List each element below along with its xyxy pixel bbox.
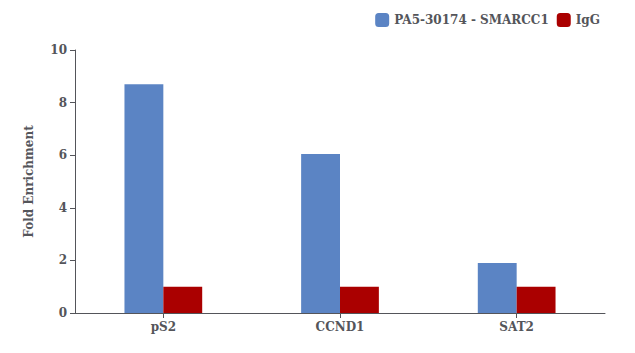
svg-text:pS2: pS2 [151, 320, 176, 334]
svg-text:SAT2: SAT2 [499, 320, 534, 334]
svg-text:2: 2 [59, 253, 67, 267]
svg-text:6: 6 [59, 148, 67, 162]
svg-text:0: 0 [59, 306, 67, 320]
svg-text:10: 10 [50, 43, 67, 57]
svg-text:Fold Enrichment: Fold Enrichment [22, 125, 36, 238]
svg-text:4: 4 [59, 201, 67, 215]
svg-text:IgG: IgG [576, 13, 600, 27]
svg-text:CCND1: CCND1 [316, 320, 365, 334]
svg-text:PA5-30174 - SMARCC1: PA5-30174 - SMARCC1 [394, 13, 549, 27]
svg-text:8: 8 [59, 96, 67, 110]
